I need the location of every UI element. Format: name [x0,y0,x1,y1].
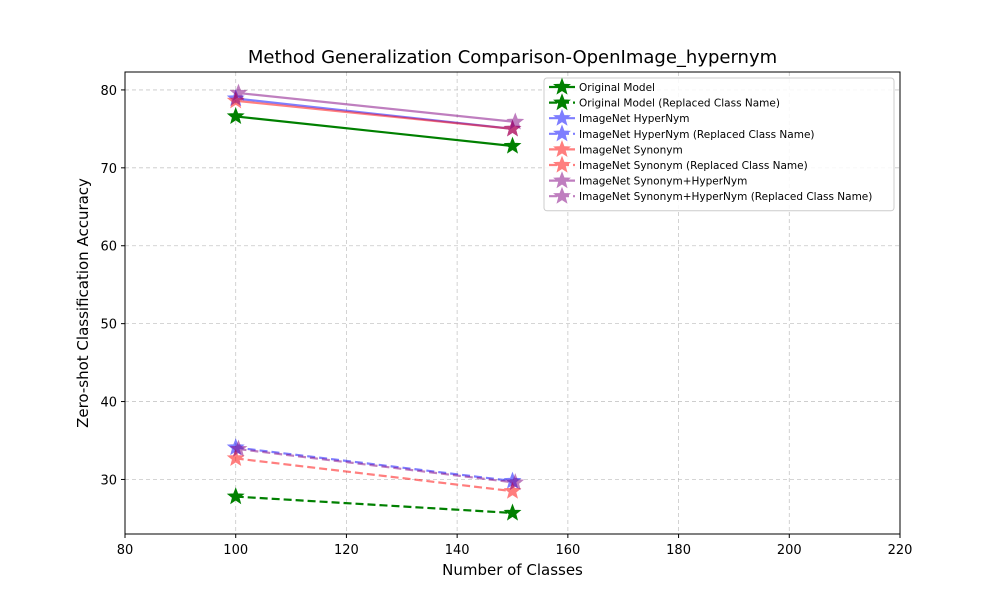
data-point-marker [503,136,522,154]
series-layer [226,83,525,521]
series-line [235,99,513,130]
y-tick-label: 70 [100,162,117,177]
legend-box [543,77,895,212]
series-0 [226,107,522,154]
data-point-marker [226,487,245,505]
legend-swatch [549,124,575,142]
data-point-marker [503,481,522,499]
series-7 [229,439,525,491]
series-4 [226,91,522,137]
x-tick-label: 80 [117,543,134,558]
legend-swatch [549,186,575,204]
y-tick-label: 60 [100,240,117,255]
x-tick-label: 200 [777,543,802,558]
legend-label: ImageNet Synonym (Replaced Class Name) [579,160,808,172]
legend-swatch-marker [553,139,571,158]
legend-entry: Original Model [549,77,655,95]
legend-swatch-marker [553,77,571,95]
legend-label: ImageNet Synonym+HyperNym [579,176,747,188]
legend-swatch [549,93,575,111]
x-tick-label: 140 [445,543,470,558]
plot-frame [124,71,901,535]
series-line [235,115,513,148]
y-tick-label: 40 [100,396,117,411]
data-point-marker [506,112,525,130]
legend-label: ImageNet Synonym+HyperNym (Replaced Clas… [579,191,872,203]
legend-swatch-marker [553,124,571,142]
y-tick-label: 80 [100,84,117,99]
legend: Original Model Original Model (Replaced C… [543,77,895,212]
legend-swatch-marker [553,155,571,173]
series-line [238,447,516,484]
y-tick-label: 30 [100,473,117,488]
legend-swatch [549,77,575,95]
legend-entry: ImageNet Synonym+HyperNym [549,171,747,189]
x-axis-label: Number of Classes [442,561,583,579]
legend-entry: ImageNet HyperNym (Replaced Class Name) [549,124,815,142]
legend-label: ImageNet Synonym [579,144,683,156]
x-tick-label: 180 [666,543,691,558]
legend-swatch-marker [553,171,571,189]
data-point-marker [226,449,245,467]
legend-swatch [549,108,575,126]
series-line [238,91,516,123]
legend-swatch-marker [553,186,571,204]
data-point-marker [229,439,248,457]
y-tick-label: 50 [100,318,117,333]
y-axis-label: Zero-shot Classification Accuracy [74,178,92,428]
legend-swatch-marker [553,93,571,111]
series-5 [226,449,522,499]
data-point-marker [503,503,522,521]
legend-swatch [549,171,575,189]
legend-entry: ImageNet HyperNym [549,108,690,126]
legend-entry: ImageNet Synonym [549,139,683,158]
series-line [235,446,513,483]
legend-label: ImageNet HyperNym (Replaced Class Name) [579,129,815,141]
ticks: 80 100 120 140 160 180 200 220 30 40 50 60 70 80 [100,84,912,558]
legend-swatch [549,155,575,173]
legend-label: Original Model (Replaced Class Name) [579,98,780,110]
data-point-marker [506,473,525,491]
legend-label: ImageNet HyperNym [579,113,690,125]
series-1 [226,487,522,521]
x-tick-label: 220 [888,543,913,558]
x-tick-label: 100 [223,543,248,558]
x-tick-label: 120 [334,543,359,558]
data-point-marker [229,83,248,101]
chart-title: Method Generalization Comparison-OpenIma… [248,47,777,68]
legend-entry: ImageNet Synonym (Replaced Class Name) [549,155,808,173]
legend-swatch-marker [553,108,571,126]
legend-entry: ImageNet Synonym+HyperNym (Replaced Clas… [549,186,872,204]
series-line [235,457,513,493]
series-line [235,495,513,515]
x-tick-label: 160 [555,543,580,558]
data-point-marker [226,107,245,125]
legend-entry: Original Model (Replaced Class Name) [549,93,780,111]
legend-label: Original Model [579,82,655,94]
legend-swatch [549,139,575,158]
series-6 [229,83,525,130]
